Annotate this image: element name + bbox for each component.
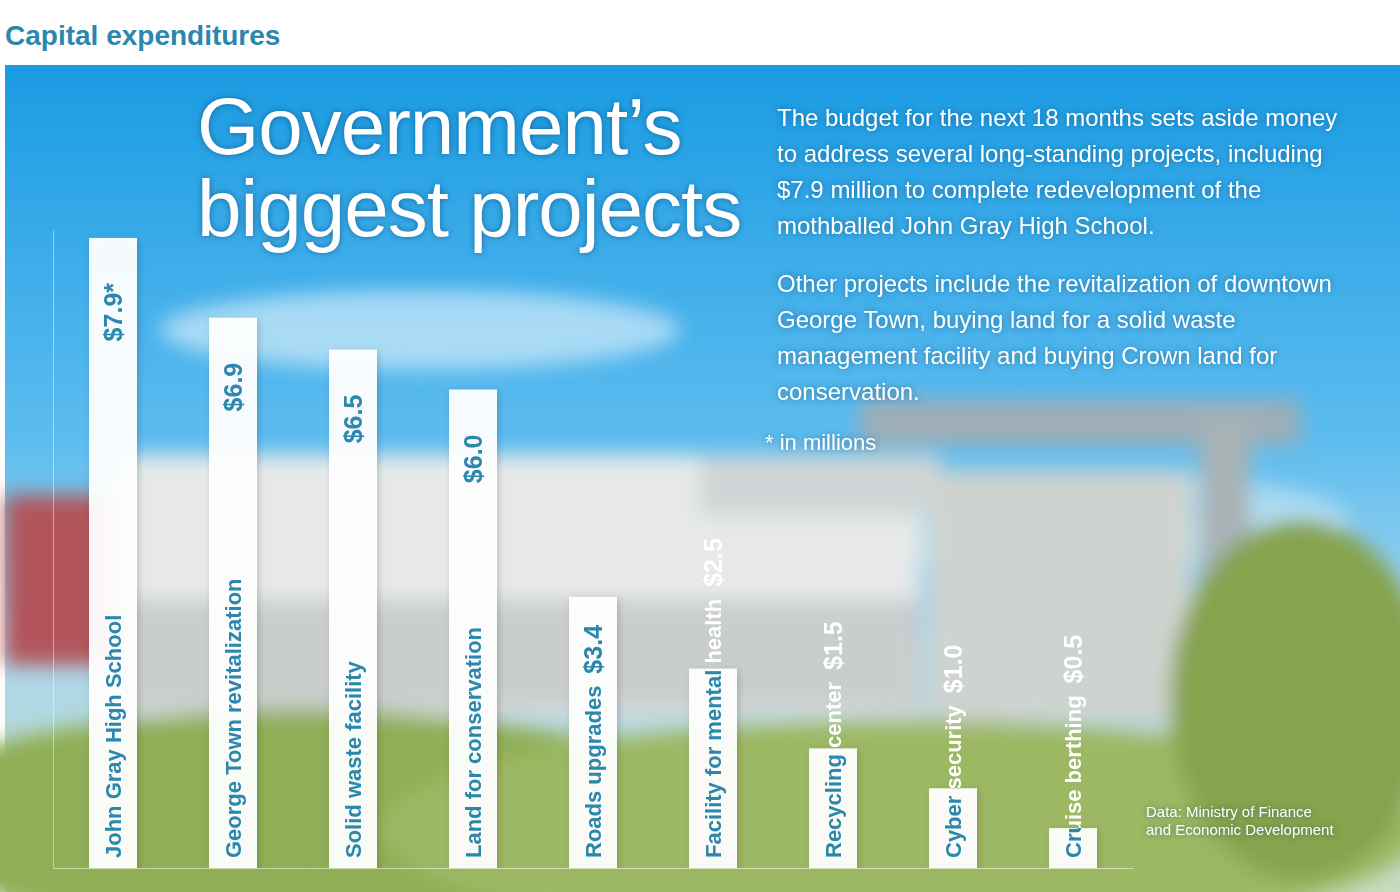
value-label: $1.0 [939,644,967,693]
background [0,65,1400,892]
bar-label-group: John Gray High School $7.9* [99,283,127,858]
title: Government’s biggest projects [197,86,757,249]
y-axis [53,231,54,869]
units-note: * in millions [765,426,1347,459]
annotations: The budget for the next 18 months sets a… [777,100,1347,459]
bar-label-group: Land for conservation $6.0 [459,435,487,859]
bar-label-group: Roads upgrades $3.4 [579,625,607,858]
value-label: $6.0 [459,435,487,484]
value-label: $6.5 [339,395,367,444]
bar-labels: John Gray High School $7.9* George Town re… [99,283,1087,858]
photo-shapes [0,290,1400,892]
bar [569,597,617,868]
bar-label-group: Solid waste facility $6.5 [339,395,367,858]
category-label: Solid waste facility [341,660,366,858]
header-strip [0,0,1400,65]
x-axis [54,868,1134,869]
category-label: Roads upgrades [581,686,606,858]
bar [209,318,257,868]
value-label: $2.5 [699,538,727,587]
building-roof [700,455,940,515]
x-axis-line [54,868,1134,869]
value-label: $0.5 [1059,635,1087,684]
bar-label-group: George Town revitalization $6.9 [219,363,247,858]
header: Capital expenditures [5,20,280,51]
annotation: The budget for the next 18 months sets a… [777,100,1347,244]
category-label: Cruise berthing [1061,695,1086,858]
bar [329,350,377,868]
bar-label-group: Recycling center $1.5 [819,621,847,858]
category-label: Land for conservation [461,627,486,858]
value-label: $6.9 [219,363,247,412]
value-label: $7.9* [99,283,127,342]
category-label: Cyber security [941,704,966,858]
value-label: $1.5 [819,621,847,670]
source: Data: Ministry of Finance and Economic D… [1146,803,1336,839]
annotation: Other projects include the revitalizatio… [777,266,1347,410]
bar [449,390,497,869]
stage: Capital expenditures John Gray High Schoo… [0,0,1400,892]
bar-label-group: Facility for mental health $2.5 [699,538,727,858]
y-axis-line [53,231,54,869]
category-label: Facility for mental health [701,599,726,858]
category-label: George Town revitalization [221,578,246,858]
category-label: Recycling center [821,681,846,858]
bar [89,238,137,868]
bar-label-group: Cruise berthing $0.5 [1059,635,1087,858]
value-label: $3.4 [579,625,607,674]
bar-label-group: Cyber security $1.0 [939,644,967,858]
category-label: John Gray High School [101,615,126,858]
building-side [930,470,1190,720]
